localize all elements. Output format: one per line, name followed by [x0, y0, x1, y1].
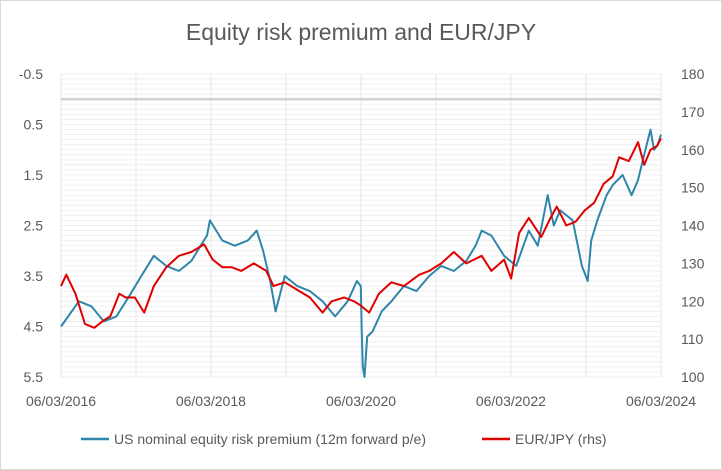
- x-tick-label: 06/03/2020: [326, 393, 396, 409]
- y-left-tick-label: 3.5: [24, 268, 44, 284]
- grid-lines: [60, 73, 662, 378]
- chart-title: Equity risk premium and EUR/JPY: [185, 19, 537, 45]
- y-right-tick-label: 180: [681, 66, 705, 82]
- y-left-tick-label: 5.5: [24, 369, 44, 385]
- legend-label-erp: US nominal equity risk premium (12m forw…: [114, 431, 426, 447]
- y-left-tick-label: 4.5: [24, 319, 44, 335]
- y-left-tick-label: 1.5: [24, 167, 44, 183]
- x-tick-label: 06/03/2018: [176, 393, 246, 409]
- y-right-tick-label: 110: [681, 331, 704, 347]
- legend-label-eurjpy: EUR/JPY (rhs): [515, 431, 607, 447]
- y-right-tick-label: 150: [681, 180, 705, 196]
- y-right-tick-label: 120: [681, 293, 705, 309]
- x-tick-label: 06/03/2022: [476, 393, 546, 409]
- y-right-tick-label: 130: [681, 255, 705, 271]
- series-line-eurjpy: [60, 137, 662, 329]
- y-right-tick-label: 160: [681, 142, 705, 158]
- series-lines: [60, 128, 662, 378]
- y-right-tick-label: 100: [681, 369, 705, 385]
- y-right-tick-label: 170: [681, 104, 705, 120]
- y-left-tick-label: 0.5: [24, 117, 44, 133]
- x-tick-label: 06/03/2016: [26, 393, 96, 409]
- y-left-tick-label: -0.5: [19, 66, 43, 82]
- legend: US nominal equity risk premium (12m forw…: [81, 431, 607, 447]
- x-tick-label: 06/03/2024: [626, 393, 696, 409]
- y-right-tick-label: 140: [681, 218, 705, 234]
- axis-labels: -0.5 0.5 1.5 2.5 3.5 4.5 5.5 180 170 160 150 140 130…: [19, 66, 705, 409]
- y-left-tick-label: 2.5: [24, 218, 44, 234]
